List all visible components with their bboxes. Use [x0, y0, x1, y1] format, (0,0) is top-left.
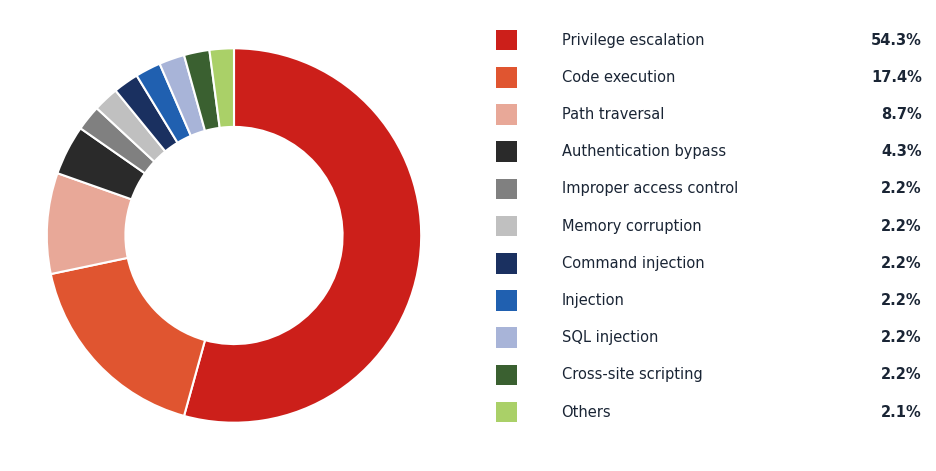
Wedge shape — [160, 55, 205, 136]
Wedge shape — [96, 90, 166, 162]
FancyBboxPatch shape — [496, 179, 517, 199]
Wedge shape — [184, 50, 220, 131]
Wedge shape — [51, 258, 205, 416]
Text: 2.2%: 2.2% — [882, 219, 922, 234]
FancyBboxPatch shape — [496, 402, 517, 422]
FancyBboxPatch shape — [496, 141, 517, 162]
FancyBboxPatch shape — [496, 327, 517, 348]
Text: 2.2%: 2.2% — [882, 293, 922, 308]
Text: Memory corruption: Memory corruption — [562, 219, 701, 234]
Text: 2.2%: 2.2% — [882, 256, 922, 271]
Text: Others: Others — [562, 405, 611, 420]
Text: 2.1%: 2.1% — [881, 405, 922, 420]
Wedge shape — [80, 108, 154, 173]
Text: Authentication bypass: Authentication bypass — [562, 144, 725, 159]
Text: 2.2%: 2.2% — [882, 367, 922, 382]
FancyBboxPatch shape — [496, 104, 517, 125]
FancyBboxPatch shape — [496, 290, 517, 311]
FancyBboxPatch shape — [496, 30, 517, 50]
Wedge shape — [47, 173, 132, 274]
Text: Injection: Injection — [562, 293, 624, 308]
Text: 4.3%: 4.3% — [882, 144, 922, 159]
Wedge shape — [137, 64, 191, 143]
Wedge shape — [210, 49, 234, 128]
Wedge shape — [57, 128, 145, 199]
Text: Code execution: Code execution — [562, 70, 675, 85]
Text: 2.2%: 2.2% — [882, 330, 922, 345]
Text: Path traversal: Path traversal — [562, 107, 664, 122]
FancyBboxPatch shape — [496, 216, 517, 236]
Text: SQL injection: SQL injection — [562, 330, 658, 345]
Text: 54.3%: 54.3% — [871, 32, 922, 48]
Wedge shape — [184, 49, 421, 422]
Text: Improper access control: Improper access control — [562, 181, 738, 196]
FancyBboxPatch shape — [496, 67, 517, 88]
Text: Cross-site scripting: Cross-site scripting — [562, 367, 702, 382]
FancyBboxPatch shape — [496, 365, 517, 385]
Text: 17.4%: 17.4% — [871, 70, 922, 85]
Text: Command injection: Command injection — [562, 256, 704, 271]
FancyBboxPatch shape — [496, 253, 517, 274]
Text: Privilege escalation: Privilege escalation — [562, 32, 704, 48]
Text: 8.7%: 8.7% — [881, 107, 922, 122]
Text: 2.2%: 2.2% — [882, 181, 922, 196]
Wedge shape — [115, 75, 178, 151]
